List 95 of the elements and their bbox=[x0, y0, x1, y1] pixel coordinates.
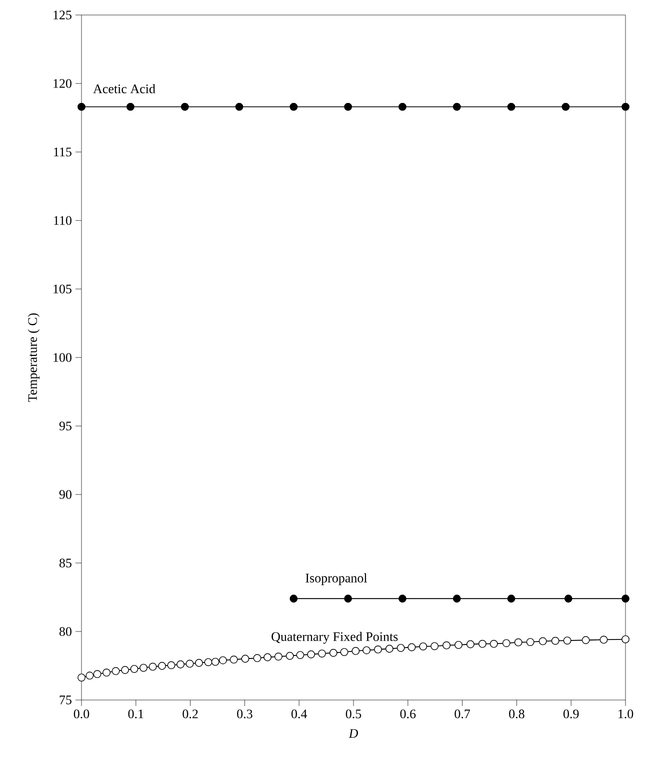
point bbox=[93, 670, 102, 678]
y-tick-label: 120 bbox=[54, 79, 72, 88]
point bbox=[78, 674, 86, 682]
point bbox=[126, 102, 134, 111]
y-tick-label: 115 bbox=[54, 148, 72, 156]
point bbox=[167, 661, 176, 670]
y-axis-title: Temperature ( C) bbox=[28, 313, 40, 402]
y-tick-label: 105 bbox=[54, 284, 72, 294]
point bbox=[340, 648, 348, 656]
point bbox=[408, 643, 416, 652]
x-tick-label: 0.8 bbox=[509, 710, 524, 718]
point bbox=[490, 640, 498, 648]
point bbox=[344, 594, 352, 603]
x-tick-label: 0.0 bbox=[74, 710, 90, 718]
point bbox=[148, 662, 157, 671]
point bbox=[466, 640, 474, 648]
series-label: Quaternary Fixed Points bbox=[272, 632, 398, 644]
point bbox=[318, 650, 326, 658]
point bbox=[218, 656, 227, 664]
point bbox=[274, 652, 282, 661]
point bbox=[329, 648, 338, 657]
point bbox=[582, 636, 590, 644]
point bbox=[507, 594, 516, 603]
point bbox=[286, 652, 294, 660]
x-tick-label: 0.2 bbox=[182, 710, 198, 718]
point bbox=[307, 650, 316, 658]
point bbox=[112, 667, 120, 676]
point bbox=[374, 645, 382, 654]
point bbox=[204, 658, 212, 666]
point bbox=[352, 647, 360, 655]
point bbox=[398, 594, 406, 603]
x-tick-label: 0.7 bbox=[454, 710, 470, 718]
point bbox=[121, 666, 129, 674]
point bbox=[551, 636, 560, 645]
x-tick-label: 0.6 bbox=[400, 710, 416, 718]
x-tick-label: 0.4 bbox=[291, 710, 308, 718]
y-tick-label: 125 bbox=[54, 10, 72, 20]
point bbox=[211, 658, 220, 666]
point bbox=[241, 654, 250, 663]
point bbox=[180, 102, 189, 111]
point bbox=[102, 668, 110, 677]
y-tick-label: 90 bbox=[59, 490, 72, 499]
point bbox=[296, 651, 304, 660]
y-tick-label: 80 bbox=[59, 627, 72, 636]
point bbox=[514, 638, 522, 646]
point bbox=[86, 672, 94, 680]
y-tick-label: 110 bbox=[54, 216, 72, 225]
point bbox=[452, 102, 461, 111]
x-tick-label: 0.5 bbox=[346, 710, 362, 718]
point bbox=[290, 594, 298, 603]
point bbox=[564, 594, 572, 603]
x-tick-label: 1.0 bbox=[618, 710, 634, 718]
y-tick-label: 100 bbox=[54, 353, 72, 362]
point bbox=[253, 654, 262, 662]
point bbox=[600, 636, 608, 644]
series-label: Isopropanol bbox=[306, 573, 368, 586]
point bbox=[230, 656, 238, 664]
point bbox=[130, 664, 138, 673]
point bbox=[452, 594, 461, 603]
point bbox=[362, 646, 371, 654]
x-tick-label: 0.3 bbox=[237, 710, 252, 718]
point bbox=[419, 642, 428, 650]
legend-label: Acetic Acid bbox=[93, 84, 156, 94]
point bbox=[290, 102, 298, 111]
point bbox=[186, 660, 194, 668]
point bbox=[158, 662, 166, 670]
point bbox=[526, 638, 534, 646]
point bbox=[538, 637, 547, 646]
point bbox=[195, 658, 203, 667]
point bbox=[442, 641, 450, 650]
point bbox=[430, 642, 439, 650]
point bbox=[563, 636, 572, 644]
point bbox=[176, 660, 184, 668]
point bbox=[235, 102, 244, 111]
point bbox=[478, 640, 486, 648]
y-tick-label: 85 bbox=[59, 558, 72, 568]
point bbox=[502, 639, 510, 648]
point bbox=[396, 644, 405, 652]
y-tick-label: 95 bbox=[59, 422, 72, 430]
point bbox=[398, 102, 406, 111]
point bbox=[140, 664, 148, 672]
point bbox=[344, 102, 352, 111]
point bbox=[507, 102, 516, 111]
point bbox=[385, 644, 394, 653]
point bbox=[622, 594, 630, 603]
point bbox=[622, 102, 630, 111]
point bbox=[622, 635, 630, 644]
point bbox=[454, 640, 462, 649]
point bbox=[78, 102, 86, 111]
point bbox=[562, 102, 570, 111]
x-tick-label: 0.1 bbox=[128, 710, 144, 718]
point bbox=[264, 653, 272, 662]
x-tick-label: 0.9 bbox=[563, 710, 579, 718]
y-tick-label: 75 bbox=[60, 696, 72, 704]
x-axis-title: D bbox=[348, 729, 358, 738]
